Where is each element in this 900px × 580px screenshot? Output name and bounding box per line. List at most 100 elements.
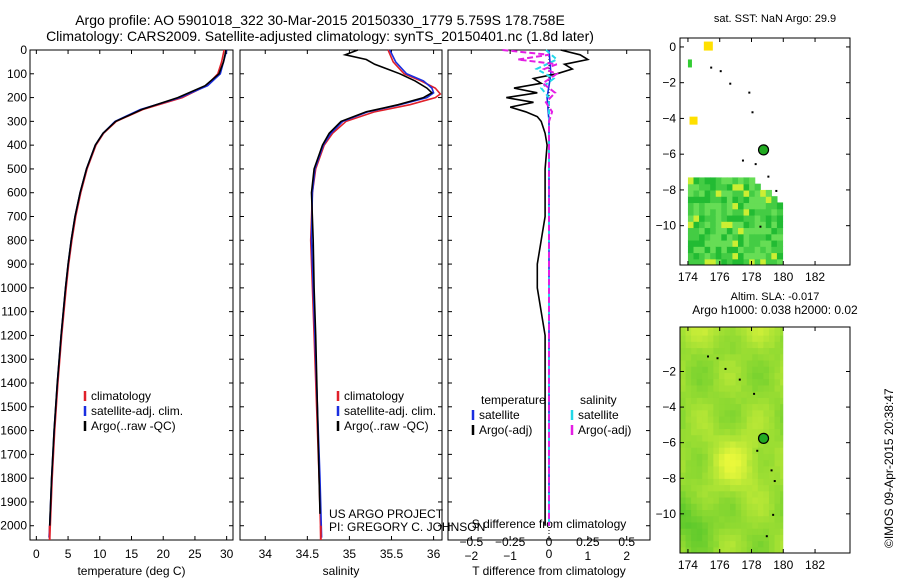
sla-cell <box>780 428 787 436</box>
sst-cell <box>754 246 761 254</box>
sla-map: 174 176 178 180 182 −2 −4 −6 −8 −10 Altim. SLA: -0… <box>656 291 858 572</box>
sla-cell <box>724 509 731 517</box>
sla-cell <box>746 366 753 373</box>
sst-cell <box>715 177 722 185</box>
sst-cell <box>687 227 695 235</box>
legend-label: satellite <box>578 408 619 422</box>
sla-cell <box>741 509 748 517</box>
sla-cell <box>763 372 770 380</box>
sla-cell <box>713 434 720 442</box>
sla-cell <box>713 341 720 349</box>
sla-cell <box>746 528 753 535</box>
sst-cell <box>771 233 778 241</box>
x-axis-label: T difference from climatology <box>472 564 626 578</box>
sla-cell <box>691 384 698 392</box>
sla-cell <box>752 428 759 436</box>
sst-cell <box>776 227 784 235</box>
sla-cell <box>685 372 692 380</box>
sla-cell <box>730 403 737 411</box>
island-dot <box>767 175 770 178</box>
sla-cell <box>713 528 720 535</box>
sla-cell <box>707 484 714 492</box>
y-tick-label: 0 <box>669 40 676 54</box>
island-dot <box>738 378 741 381</box>
float-marker <box>757 144 770 156</box>
sla-cell <box>724 478 731 486</box>
sla-cell <box>774 327 781 330</box>
sla-cell <box>724 490 731 498</box>
sst-cell <box>771 208 778 216</box>
sla-cell <box>763 484 770 492</box>
sla-cell <box>746 453 753 461</box>
sla-cell <box>680 341 687 349</box>
sla-cell <box>702 534 709 542</box>
legend-label: Argo(..raw -QC) <box>91 419 176 433</box>
sla-cell <box>724 534 731 542</box>
sst-cell <box>704 208 711 216</box>
y-tick-label: −6 <box>662 147 676 161</box>
sla-cell <box>713 372 720 380</box>
sst-cell <box>732 202 739 210</box>
island-dot <box>719 70 722 73</box>
sla-cell <box>741 409 748 417</box>
sla-cell <box>768 415 776 423</box>
sla-cell <box>707 428 714 436</box>
sla-cell <box>774 540 781 548</box>
legend-label: Argo(-adj) <box>578 423 631 437</box>
sla-cell <box>741 540 748 548</box>
sst-cell <box>704 202 711 210</box>
sla-cell <box>774 403 781 411</box>
sst-cell <box>743 177 750 185</box>
sla-cell <box>730 521 737 529</box>
sst-cell <box>693 239 700 247</box>
sla-cell <box>702 378 709 386</box>
sla-cell <box>691 397 698 405</box>
sla-cell <box>680 528 687 535</box>
sst-cell <box>715 246 722 254</box>
sla-cell <box>757 335 765 342</box>
x-tick-label: 178 <box>741 558 761 572</box>
sla-cell <box>696 490 703 498</box>
sla-cell <box>696 409 703 417</box>
sla-cell <box>746 546 753 553</box>
sla-cell <box>702 546 709 553</box>
sla-cell <box>702 447 709 454</box>
sst-cell <box>737 202 745 210</box>
x-tick-label: 36 <box>427 547 441 561</box>
sla-cell <box>718 509 726 517</box>
sla-cell <box>757 372 765 380</box>
sla-cell <box>741 327 748 330</box>
sla-cell <box>696 453 703 461</box>
sst-cell <box>693 233 700 241</box>
sst-cell <box>749 208 756 216</box>
sla-cell <box>752 440 759 448</box>
sst-cell <box>765 202 772 210</box>
sla-cell <box>691 403 698 411</box>
sla-cell <box>680 453 687 461</box>
sla-cell <box>702 509 709 517</box>
sst-cell <box>771 196 778 204</box>
sla-cell <box>757 397 765 405</box>
sla-cell <box>718 327 726 330</box>
sla-cell <box>757 503 765 511</box>
island-dot <box>748 91 751 94</box>
sla-cell <box>735 328 742 336</box>
legend-label: temperature <box>481 393 546 407</box>
sst-cell <box>693 227 700 235</box>
sla-cell <box>702 415 709 423</box>
sla-cell <box>691 496 698 504</box>
sla-cell <box>707 335 714 342</box>
sst-cell <box>737 227 745 235</box>
sst-cell <box>699 239 706 247</box>
sla-cell <box>713 359 720 367</box>
sla-cell <box>757 534 765 542</box>
sla-cell <box>757 428 765 436</box>
sla-cell <box>780 359 787 367</box>
sla-cell <box>724 378 731 386</box>
sst-cell <box>765 246 772 254</box>
sla-cell <box>707 434 714 442</box>
sst-cell <box>737 239 745 247</box>
sla-cell <box>780 397 787 405</box>
sla-cell <box>680 490 687 498</box>
sla-cell <box>752 403 759 411</box>
